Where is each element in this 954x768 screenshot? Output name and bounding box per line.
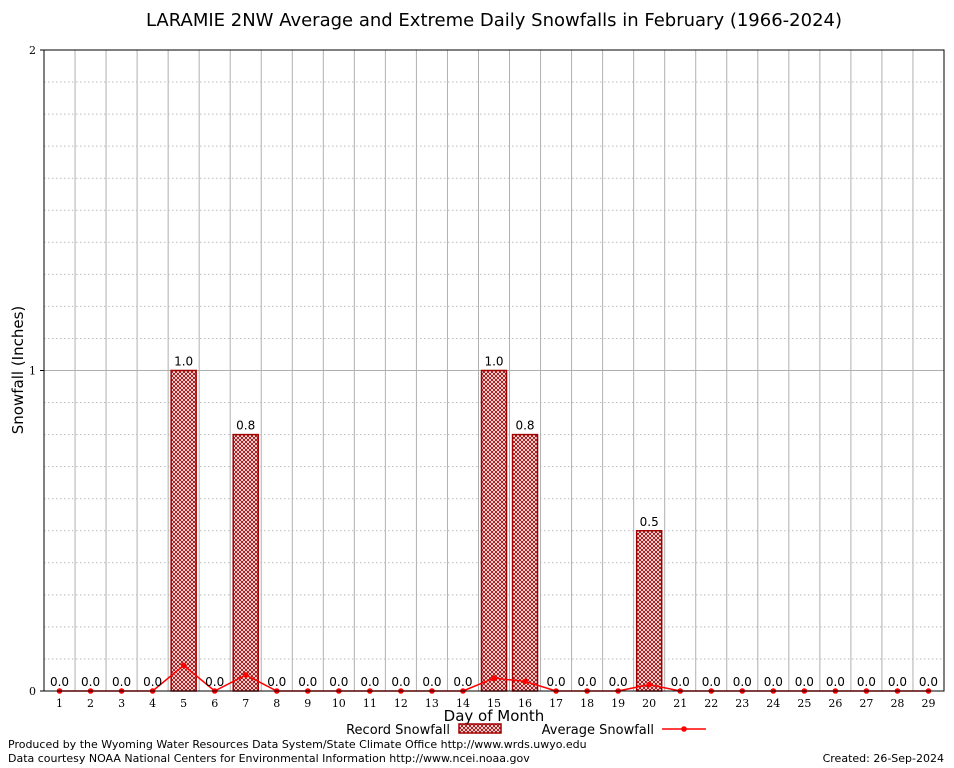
x-tick-label: 18	[580, 697, 594, 710]
x-tick-labels: 1 2 3 4 5 6 7 8 9 10 11 12 13 14 15 16 17 18 19 20 21 22 23 24 2…	[56, 697, 935, 710]
record-data-label: 0.8	[236, 419, 255, 433]
footer-credit-2: Data courtesy NOAA National Centers for …	[8, 752, 530, 765]
record-data-label: 0.0	[267, 675, 286, 689]
record-data-label: 0.0	[857, 675, 876, 689]
record-data-label: 0.0	[360, 675, 379, 689]
average-point	[522, 678, 528, 685]
record-data-label: 0.8	[515, 419, 534, 433]
x-tick-label: 19	[611, 697, 625, 710]
x-tick-label: 21	[673, 697, 687, 710]
x-tick-label: 2	[87, 697, 94, 710]
legend-record-label: Record Snowfall	[346, 723, 450, 738]
data-labels-group: 0.0 0.0 0.0 0.0 1.0 0.0 0.8 0.0 0.0 0.0 0.0 0.0 0.0 0…	[50, 355, 938, 690]
x-tick-label: 11	[363, 697, 377, 710]
x-tick-label: 9	[304, 697, 311, 710]
footer-created: Created: 26-Sep-2024	[823, 752, 944, 765]
record-data-label: 0.0	[422, 675, 441, 689]
record-data-label: 0.0	[391, 675, 410, 689]
record-data-label: 0.0	[205, 675, 224, 689]
grid-lines	[44, 50, 944, 691]
footer-credit-1: Produced by the Wyoming Water Resources …	[8, 738, 587, 751]
x-tick-label: 5	[180, 697, 187, 710]
x-tick-label: 13	[425, 697, 439, 710]
x-tick-label: 23	[735, 697, 749, 710]
record-bar	[635, 530, 663, 692]
x-tick-label: 3	[118, 697, 125, 710]
x-tick-label: 27	[859, 697, 873, 710]
record-data-label: 1.0	[174, 355, 193, 369]
record-data-label: 0.0	[609, 675, 628, 689]
record-data-label: 0.0	[298, 675, 317, 689]
y-axis-label: Snowfall (Inches)	[9, 306, 27, 434]
average-point	[242, 672, 249, 678]
record-data-label: 0.0	[888, 675, 907, 689]
x-tick-label: 7	[242, 697, 249, 710]
record-data-label: 1.0	[484, 355, 503, 369]
average-point	[491, 675, 497, 681]
x-tick-label: 1	[56, 697, 63, 710]
record-data-label: 0.0	[795, 675, 814, 689]
x-tick-label: 26	[828, 697, 842, 710]
legend-average-label: Average Snowfall	[542, 723, 654, 738]
y-tick-label: 1	[29, 365, 36, 378]
record-data-label: 0.0	[112, 675, 131, 689]
average-point	[180, 662, 187, 669]
average-point	[646, 681, 652, 688]
legend-average-marker	[681, 726, 687, 732]
record-data-label: 0.0	[733, 675, 752, 689]
x-tick-label: 8	[273, 697, 280, 710]
x-tick-label: 10	[332, 697, 346, 710]
x-tick-label: 24	[766, 697, 780, 710]
legend-record-swatch	[458, 723, 502, 734]
record-data-label: 0.0	[671, 675, 690, 689]
record-bar	[511, 433, 539, 692]
x-tick-label: 25	[797, 697, 811, 710]
record-bar	[232, 433, 259, 692]
x-tick-label: 28	[890, 697, 904, 710]
record-bar	[480, 369, 508, 692]
y-tick-label: 0	[29, 685, 36, 698]
record-data-label: 0.0	[81, 675, 100, 689]
record-data-label: 0.0	[143, 675, 162, 689]
x-tick-label: 17	[549, 697, 563, 710]
x-tick-label: 12	[394, 697, 408, 710]
x-tick-label: 29	[921, 697, 935, 710]
x-tick-label: 14	[456, 697, 470, 710]
x-tick-label: 6	[211, 697, 218, 710]
record-data-label: 0.0	[453, 675, 472, 689]
x-tick-label: 4	[149, 697, 156, 710]
x-tick-label: 15	[487, 697, 501, 710]
y-tick-labels: 0 1 2	[29, 44, 44, 698]
bars-group	[170, 369, 663, 692]
x-tick-label: 20	[642, 697, 656, 710]
x-tick-label: 22	[704, 697, 718, 710]
record-data-label: 0.0	[919, 675, 938, 689]
record-data-label: 0.0	[826, 675, 845, 689]
chart-title: LARAMIE 2NW Average and Extreme Daily Sn…	[146, 10, 842, 31]
record-data-label: 0.0	[764, 675, 783, 689]
y-tick-label: 2	[29, 44, 36, 57]
x-tick-label: 16	[518, 697, 532, 710]
legend: Record Snowfall Average Snowfall	[346, 723, 706, 738]
record-bar	[170, 369, 197, 692]
record-data-label: 0.0	[702, 675, 721, 689]
record-data-label: 0.0	[329, 675, 348, 689]
record-data-label: 0.5	[640, 515, 659, 529]
record-data-label: 0.0	[50, 675, 69, 689]
record-data-label: 0.0	[547, 675, 566, 689]
x-axis-label: Day of Month	[444, 707, 545, 725]
record-data-label: 0.0	[578, 675, 597, 689]
